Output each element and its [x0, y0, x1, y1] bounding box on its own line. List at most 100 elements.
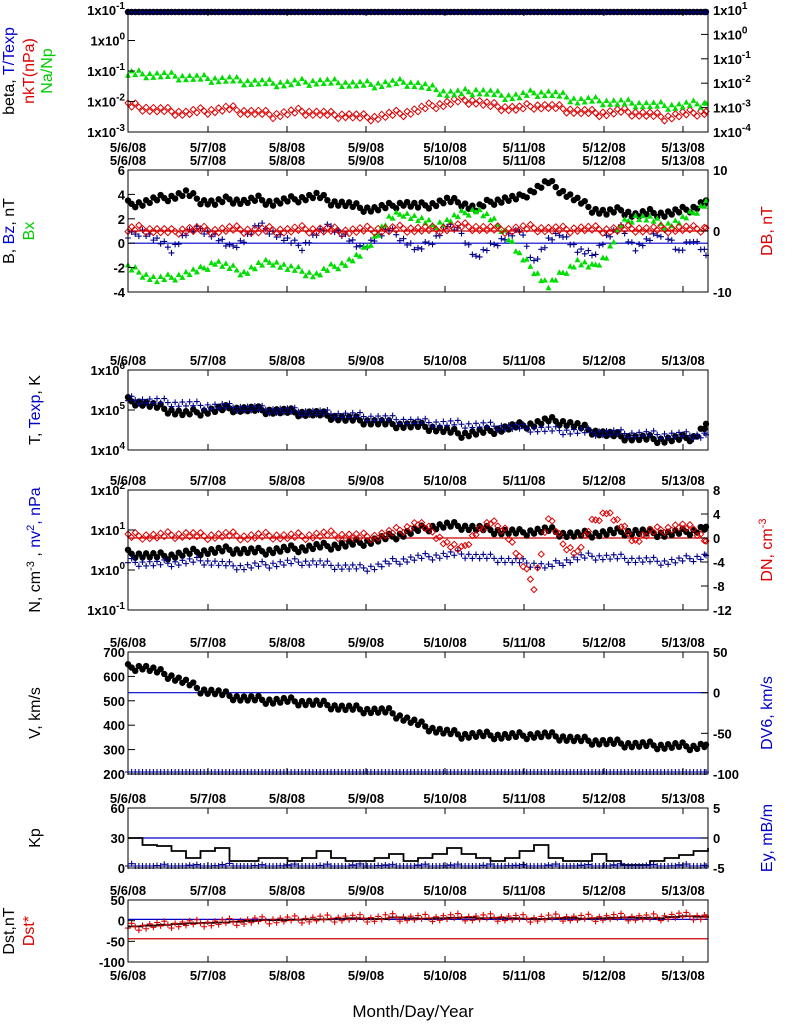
data-point [665, 916, 672, 923]
data-point [502, 559, 508, 566]
data-point [502, 917, 508, 924]
data-point [451, 194, 458, 202]
data-point [262, 917, 269, 924]
data-point [277, 409, 284, 417]
data-point [378, 563, 385, 570]
data-point [299, 562, 305, 569]
data-point [284, 914, 291, 921]
data-point [280, 409, 287, 416]
data-point [523, 735, 530, 743]
data-point [538, 733, 545, 741]
data-point [545, 235, 552, 242]
x-tick-label: 5/9/08 [348, 140, 384, 155]
data-point [636, 241, 643, 248]
data-point [219, 558, 226, 565]
data-point [588, 741, 596, 748]
data-point [454, 417, 461, 424]
data-point [538, 424, 545, 431]
data-point [237, 550, 244, 557]
data-point [581, 226, 589, 235]
data-point [200, 197, 208, 204]
data-point [560, 89, 566, 95]
data-point [665, 106, 672, 112]
data-point [146, 224, 154, 233]
data-point [168, 406, 175, 414]
data-point [265, 110, 274, 119]
data-point [617, 222, 625, 231]
data-point [222, 528, 230, 537]
data-point [353, 251, 360, 258]
data-point [473, 208, 479, 215]
x-tick-label: 5/9/08 [348, 635, 384, 650]
data-point [480, 732, 487, 740]
data-point [566, 229, 574, 237]
data-point [541, 564, 548, 571]
data-point [555, 226, 564, 235]
data-point [440, 200, 447, 207]
y-right-tick-label: -10 [713, 285, 732, 300]
data-point [415, 552, 421, 559]
data-point [417, 102, 426, 110]
data-point [566, 543, 574, 552]
data-point [661, 745, 668, 752]
y-tick-label: 0 [118, 861, 125, 876]
data-point [592, 205, 599, 213]
data-point [523, 559, 530, 566]
data-point [422, 550, 429, 557]
data-point [678, 520, 687, 528]
data-point [473, 420, 479, 427]
data-point [494, 242, 501, 249]
data-point [563, 94, 570, 100]
data-point [211, 534, 219, 543]
data-point [367, 81, 374, 87]
data-point [660, 117, 669, 125]
data-point [386, 213, 392, 219]
data-point [516, 249, 523, 256]
data-point [295, 408, 302, 415]
data-point [613, 227, 622, 235]
right-axis-label: DV6, km/s [759, 676, 776, 750]
data-point [272, 229, 281, 238]
data-point [617, 108, 625, 116]
data-point [353, 82, 360, 89]
data-point [262, 528, 270, 537]
data-point [457, 223, 466, 231]
data-point [533, 228, 542, 236]
data-point [671, 227, 680, 236]
data-point [454, 220, 462, 228]
data-point [157, 273, 164, 279]
data-point [610, 209, 617, 216]
data-point [393, 416, 400, 423]
data-point [230, 562, 237, 569]
data-point [353, 200, 360, 207]
data-point [595, 516, 603, 525]
data-point [486, 102, 495, 111]
data-point [407, 224, 415, 232]
data-point [236, 536, 245, 544]
data-point [596, 242, 603, 249]
data-point [208, 922, 215, 929]
data-point [686, 913, 693, 920]
data-point [509, 559, 516, 566]
data-point [218, 224, 226, 232]
data-point [686, 555, 693, 562]
data-point [320, 265, 327, 272]
series-kp [128, 837, 709, 866]
data-point [639, 103, 646, 110]
data-point [313, 561, 320, 568]
data-point [417, 518, 426, 527]
data-point [276, 535, 284, 543]
data-point [240, 532, 248, 540]
data-point [367, 540, 375, 547]
data-point [639, 242, 646, 249]
data-point [404, 241, 411, 248]
data-point [490, 517, 498, 525]
data-point [201, 406, 208, 413]
y-right-tick-label: -12 [713, 603, 732, 618]
data-point [440, 418, 447, 425]
data-point [386, 82, 392, 88]
data-point [251, 77, 258, 83]
x-tick-label: 5/7/08 [190, 353, 226, 368]
axis-label-part: Na/Np [39, 48, 56, 93]
data-point [603, 740, 610, 748]
